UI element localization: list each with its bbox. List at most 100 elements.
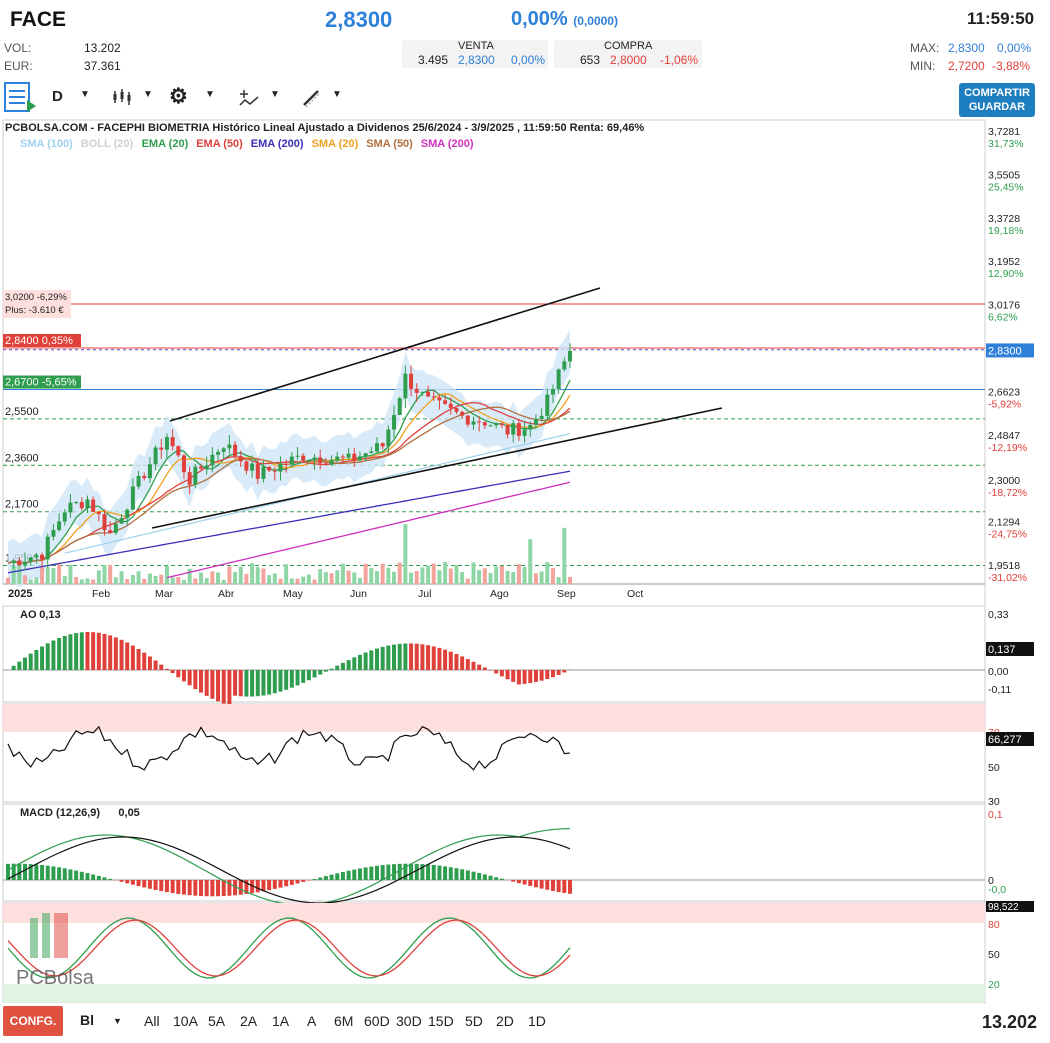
candle-body — [62, 512, 67, 522]
level-label: 3,0200 -6,29% — [5, 292, 67, 303]
ao-bar — [108, 635, 113, 670]
range-button-2d[interactable]: 2D — [496, 1013, 514, 1029]
gear-icon[interactable]: ⚙ — [169, 85, 188, 108]
macd-histogram-bar — [363, 867, 368, 880]
volume-bar — [533, 573, 538, 584]
volume-bar — [465, 578, 470, 584]
ao-bar — [443, 649, 448, 670]
macd-histogram-bar — [261, 880, 266, 892]
chart-type-icon[interactable] — [112, 88, 132, 106]
indicator-value: 0,13 — [39, 609, 60, 621]
range-button-30d[interactable]: 30D — [396, 1013, 422, 1029]
volume-bar — [550, 568, 555, 584]
watermark-logo-bar — [54, 913, 68, 958]
volume-bar — [91, 579, 96, 584]
macd-histogram-bar — [17, 863, 22, 880]
macd-histogram-bar — [386, 864, 391, 880]
indicators-chevron-down-icon[interactable]: ▼ — [270, 89, 280, 100]
rsi-tick: 30 — [988, 796, 1000, 808]
indicators-icon[interactable] — [238, 88, 260, 108]
y-tick-pct: 6,62% — [988, 312, 1018, 324]
range-button-60d[interactable]: 60D — [364, 1013, 390, 1029]
eur-value: 37.361 — [84, 59, 121, 73]
watermark-logo-bar — [42, 913, 50, 958]
candle-body — [164, 437, 169, 450]
mode-chevron-down-icon[interactable]: ▼ — [113, 1016, 122, 1026]
ao-bar — [465, 659, 470, 670]
config-button[interactable]: CONFG. — [3, 1006, 63, 1036]
range-button-2a[interactable]: 2A — [240, 1013, 258, 1029]
range-button-1d[interactable]: 1D — [528, 1013, 546, 1029]
settings-chevron-down-icon[interactable]: ▼ — [205, 89, 215, 100]
ao-bar — [511, 670, 516, 682]
volume-bar — [85, 578, 90, 584]
trendline-lower — [151, 407, 723, 529]
period-selector[interactable]: D — [52, 88, 63, 105]
ao-bar — [204, 670, 209, 696]
macd-histogram-bar — [23, 863, 28, 880]
drawing-chevron-down-icon[interactable]: ▼ — [332, 89, 342, 100]
last-price-label: 2,8300 — [988, 345, 1022, 357]
venta-pct: 0,00% — [511, 53, 546, 67]
macd-histogram-bar — [79, 871, 84, 880]
candle-body — [221, 448, 226, 452]
ao-bar — [460, 656, 465, 670]
ao-bar — [159, 664, 164, 670]
volume-bar — [244, 573, 249, 584]
chart-type-chevron-down-icon[interactable]: ▼ — [143, 89, 153, 100]
volume-bar — [363, 563, 368, 584]
range-button-5a[interactable]: 5A — [208, 1013, 226, 1029]
macd-histogram-bar — [460, 869, 465, 880]
ao-bar — [187, 670, 192, 686]
volume-bar — [170, 577, 175, 584]
volume-bar — [278, 578, 283, 584]
candle-body — [516, 423, 521, 436]
volume-bar — [176, 577, 181, 584]
range-button-6m[interactable]: 6M — [334, 1013, 354, 1029]
candle-body — [284, 463, 289, 465]
macd-histogram-bar — [346, 870, 351, 880]
macd-signal-line — [7, 836, 571, 904]
volume-bar — [181, 579, 186, 584]
volume-bar — [352, 572, 357, 584]
ema200-line — [7, 470, 571, 574]
range-button-5d[interactable]: 5D — [465, 1013, 483, 1029]
volume-bar — [284, 564, 289, 584]
ao-bar — [346, 660, 351, 670]
range-button-all[interactable]: All — [144, 1013, 160, 1029]
macd-histogram-bar — [369, 866, 374, 880]
macd-histogram-bar — [539, 880, 544, 889]
range-button-10a[interactable]: 10A — [173, 1013, 198, 1029]
document-icon[interactable] — [3, 82, 37, 114]
candle-body — [170, 437, 175, 447]
mode-selector[interactable]: Bl — [80, 1012, 94, 1028]
macd-histogram-bar — [431, 864, 436, 880]
y-tick-label: 3,5505 — [988, 169, 1020, 181]
candle-body — [227, 444, 232, 449]
volume-bar — [539, 571, 544, 584]
change-percent: 0,00% (0,0000) — [511, 8, 618, 31]
ao-bar — [550, 670, 555, 678]
share-save-button[interactable]: COMPARTIR GUARDAR — [959, 83, 1035, 117]
legend-item: EMA (20) — [142, 138, 189, 150]
ao-bar — [533, 670, 538, 682]
candle-body — [153, 447, 158, 465]
macd-histogram-bar — [323, 876, 328, 880]
ao-last-label: 0,137 — [988, 644, 1016, 656]
macd-histogram-bar — [437, 865, 442, 880]
candle-body — [386, 429, 391, 447]
range-button-15d[interactable]: 15D — [428, 1013, 454, 1029]
volume-bar — [51, 568, 56, 584]
y-tick-pct: 19,18% — [988, 225, 1024, 237]
drawing-tool-icon[interactable] — [301, 88, 323, 108]
range-button-a[interactable]: A — [307, 1013, 317, 1029]
range-button-1a[interactable]: 1A — [272, 1013, 290, 1029]
macd-histogram-bar — [499, 878, 504, 880]
volume-bar — [130, 574, 135, 584]
candle-body — [17, 560, 22, 566]
volume-bar — [6, 577, 10, 584]
price-chart[interactable]: PCBOLSA.COM - FACEPHI BIOMETRIA Históric… — [0, 118, 1050, 1006]
candle-body — [352, 453, 357, 461]
period-chevron-down-icon[interactable]: ▼ — [80, 89, 90, 100]
volume-bar — [119, 571, 124, 584]
